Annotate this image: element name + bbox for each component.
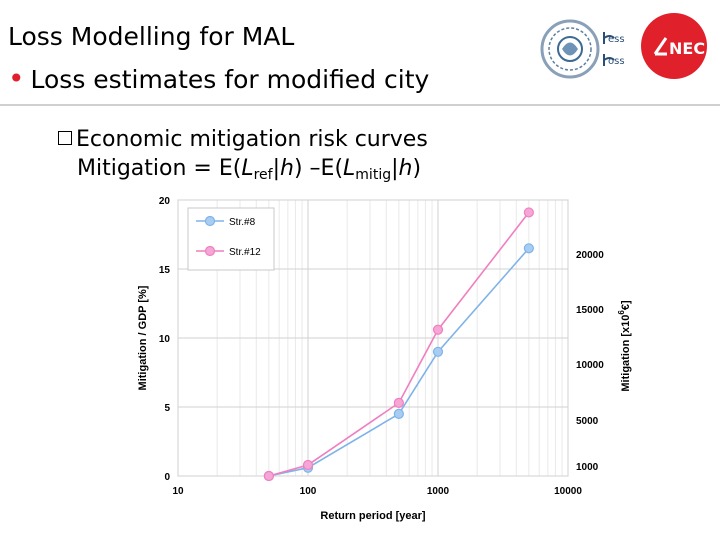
x-tick-label: 10000 — [554, 486, 582, 497]
y-axis-label-left: Mitigation / GDP [%] — [137, 285, 149, 390]
legend-label: Str.#8 — [229, 217, 256, 228]
y-tick-label-left: 5 — [164, 403, 170, 414]
slide-title: Loss Modelling for MAL — [8, 22, 295, 51]
bullet-text: Loss estimates for modified city — [30, 65, 430, 94]
svg-text:oss: oss — [608, 56, 625, 67]
lnec-logo: NEC — [641, 13, 707, 79]
formula-bar1: | — [272, 156, 281, 181]
formula-l1-sub: ref — [253, 167, 273, 183]
data-point — [302, 459, 314, 471]
mitigation-risk-chart: 0 5 10 15 20 10 100 1000 10000 1000 5000 10000 15000… — [137, 196, 632, 522]
formula-h2: h — [398, 156, 413, 181]
y-tick-label-right: 1000 — [576, 462, 599, 473]
formula-end: ) — [412, 156, 422, 181]
legend-box — [187, 207, 275, 271]
y-tick-label-left: 20 — [159, 196, 171, 207]
formula-l2-sub: mitig — [355, 167, 392, 183]
x-axis-label: Return period [year] — [320, 510, 425, 522]
y-tick-label-left: 10 — [159, 334, 171, 345]
y-tick-label-left: 15 — [159, 265, 171, 276]
y-tick-label-right: 20000 — [576, 250, 604, 261]
data-point — [523, 243, 534, 254]
y-tick-label-right: 10000 — [576, 360, 604, 371]
legend-marker — [204, 245, 216, 257]
x-tick-label: 10 — [172, 486, 184, 497]
x-tick-label: 100 — [300, 486, 317, 497]
legend-marker — [204, 215, 216, 227]
data-point — [523, 207, 534, 218]
data-point — [393, 408, 404, 419]
divider — [0, 104, 720, 106]
y-tick-label-right: 15000 — [576, 305, 604, 316]
sub-bullet: Economic mitigation risk curves — [58, 126, 428, 154]
formula-l1: L — [241, 156, 254, 181]
less-loss-seal-logo: ess oss — [540, 19, 625, 79]
formula-lhs: Mitigation = E( — [77, 156, 242, 181]
y-axis-label-right-exp: 6 — [617, 310, 626, 315]
y-axis-label-right: Mitigation [x106€] — [617, 300, 632, 392]
y-tick-label-left: 0 — [164, 472, 170, 483]
data-point — [263, 470, 274, 482]
formula-h1: h — [280, 156, 294, 181]
formula-bar2: | — [391, 156, 399, 181]
y-axis-label-right-main: Mitigation [x10 — [620, 315, 632, 392]
y-tick-label-right: 5000 — [576, 416, 599, 427]
legend-label: Str.#12 — [229, 247, 261, 258]
series-layer — [263, 207, 534, 482]
checkbox-bullet-icon — [58, 131, 72, 145]
legend: Str.#8 Str.#12 — [187, 207, 275, 271]
bullet-dot-icon: • — [8, 62, 25, 95]
sub-bullet-text: Economic mitigation risk curves — [76, 127, 428, 152]
formula-mid2: ) –E( — [293, 156, 344, 181]
data-point — [393, 397, 404, 408]
axes: 0 5 10 15 20 10 100 1000 10000 1000 5000 10000 15000… — [159, 196, 604, 497]
formula-l2: L — [343, 156, 356, 181]
svg-text:NEC: NEC — [669, 39, 705, 58]
y-axis-label-right-unit: €] — [620, 300, 632, 310]
svg-text:ess: ess — [608, 34, 625, 45]
x-tick-label: 1000 — [427, 486, 450, 497]
data-point — [432, 346, 444, 357]
mitigation-formula: Mitigation = E(Lref|h) –E(Lmitig|h) — [77, 155, 421, 189]
data-point — [432, 324, 444, 335]
bullet-item: • Loss estimates for modified city — [8, 64, 429, 95]
